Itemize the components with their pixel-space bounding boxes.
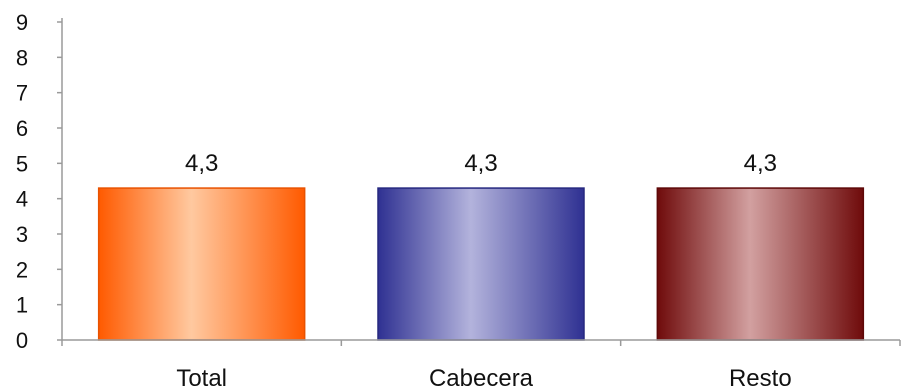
x-category-label: Cabecera (429, 365, 534, 391)
y-tick-label: 1 (16, 293, 28, 318)
x-axis: Total Cabecera Resto (61, 339, 901, 391)
y-tick-label: 8 (16, 45, 28, 70)
bar-resto (656, 187, 865, 341)
y-tick-label: 2 (16, 257, 28, 282)
data-label: 4,3 (744, 150, 777, 177)
y-tick-label: 6 (16, 116, 28, 141)
data-labels: 4,3 4,3 4,3 (185, 150, 777, 177)
x-category-label: Resto (729, 365, 792, 391)
y-tick-label: 5 (16, 151, 28, 176)
x-category-label: Total (176, 365, 227, 391)
bar-total (97, 187, 306, 341)
y-tick-label: 0 (16, 328, 28, 353)
bar-cabecera (377, 187, 585, 341)
y-tick-label: 3 (16, 222, 28, 247)
y-tick-label: 7 (16, 81, 28, 106)
y-tick-label: 4 (16, 187, 28, 212)
y-axis: 0 1 2 3 4 5 6 7 8 9 (16, 10, 63, 353)
y-tick-label: 9 (16, 10, 28, 35)
data-label: 4,3 (464, 150, 497, 177)
bars (97, 187, 865, 341)
data-label: 4,3 (185, 150, 218, 177)
